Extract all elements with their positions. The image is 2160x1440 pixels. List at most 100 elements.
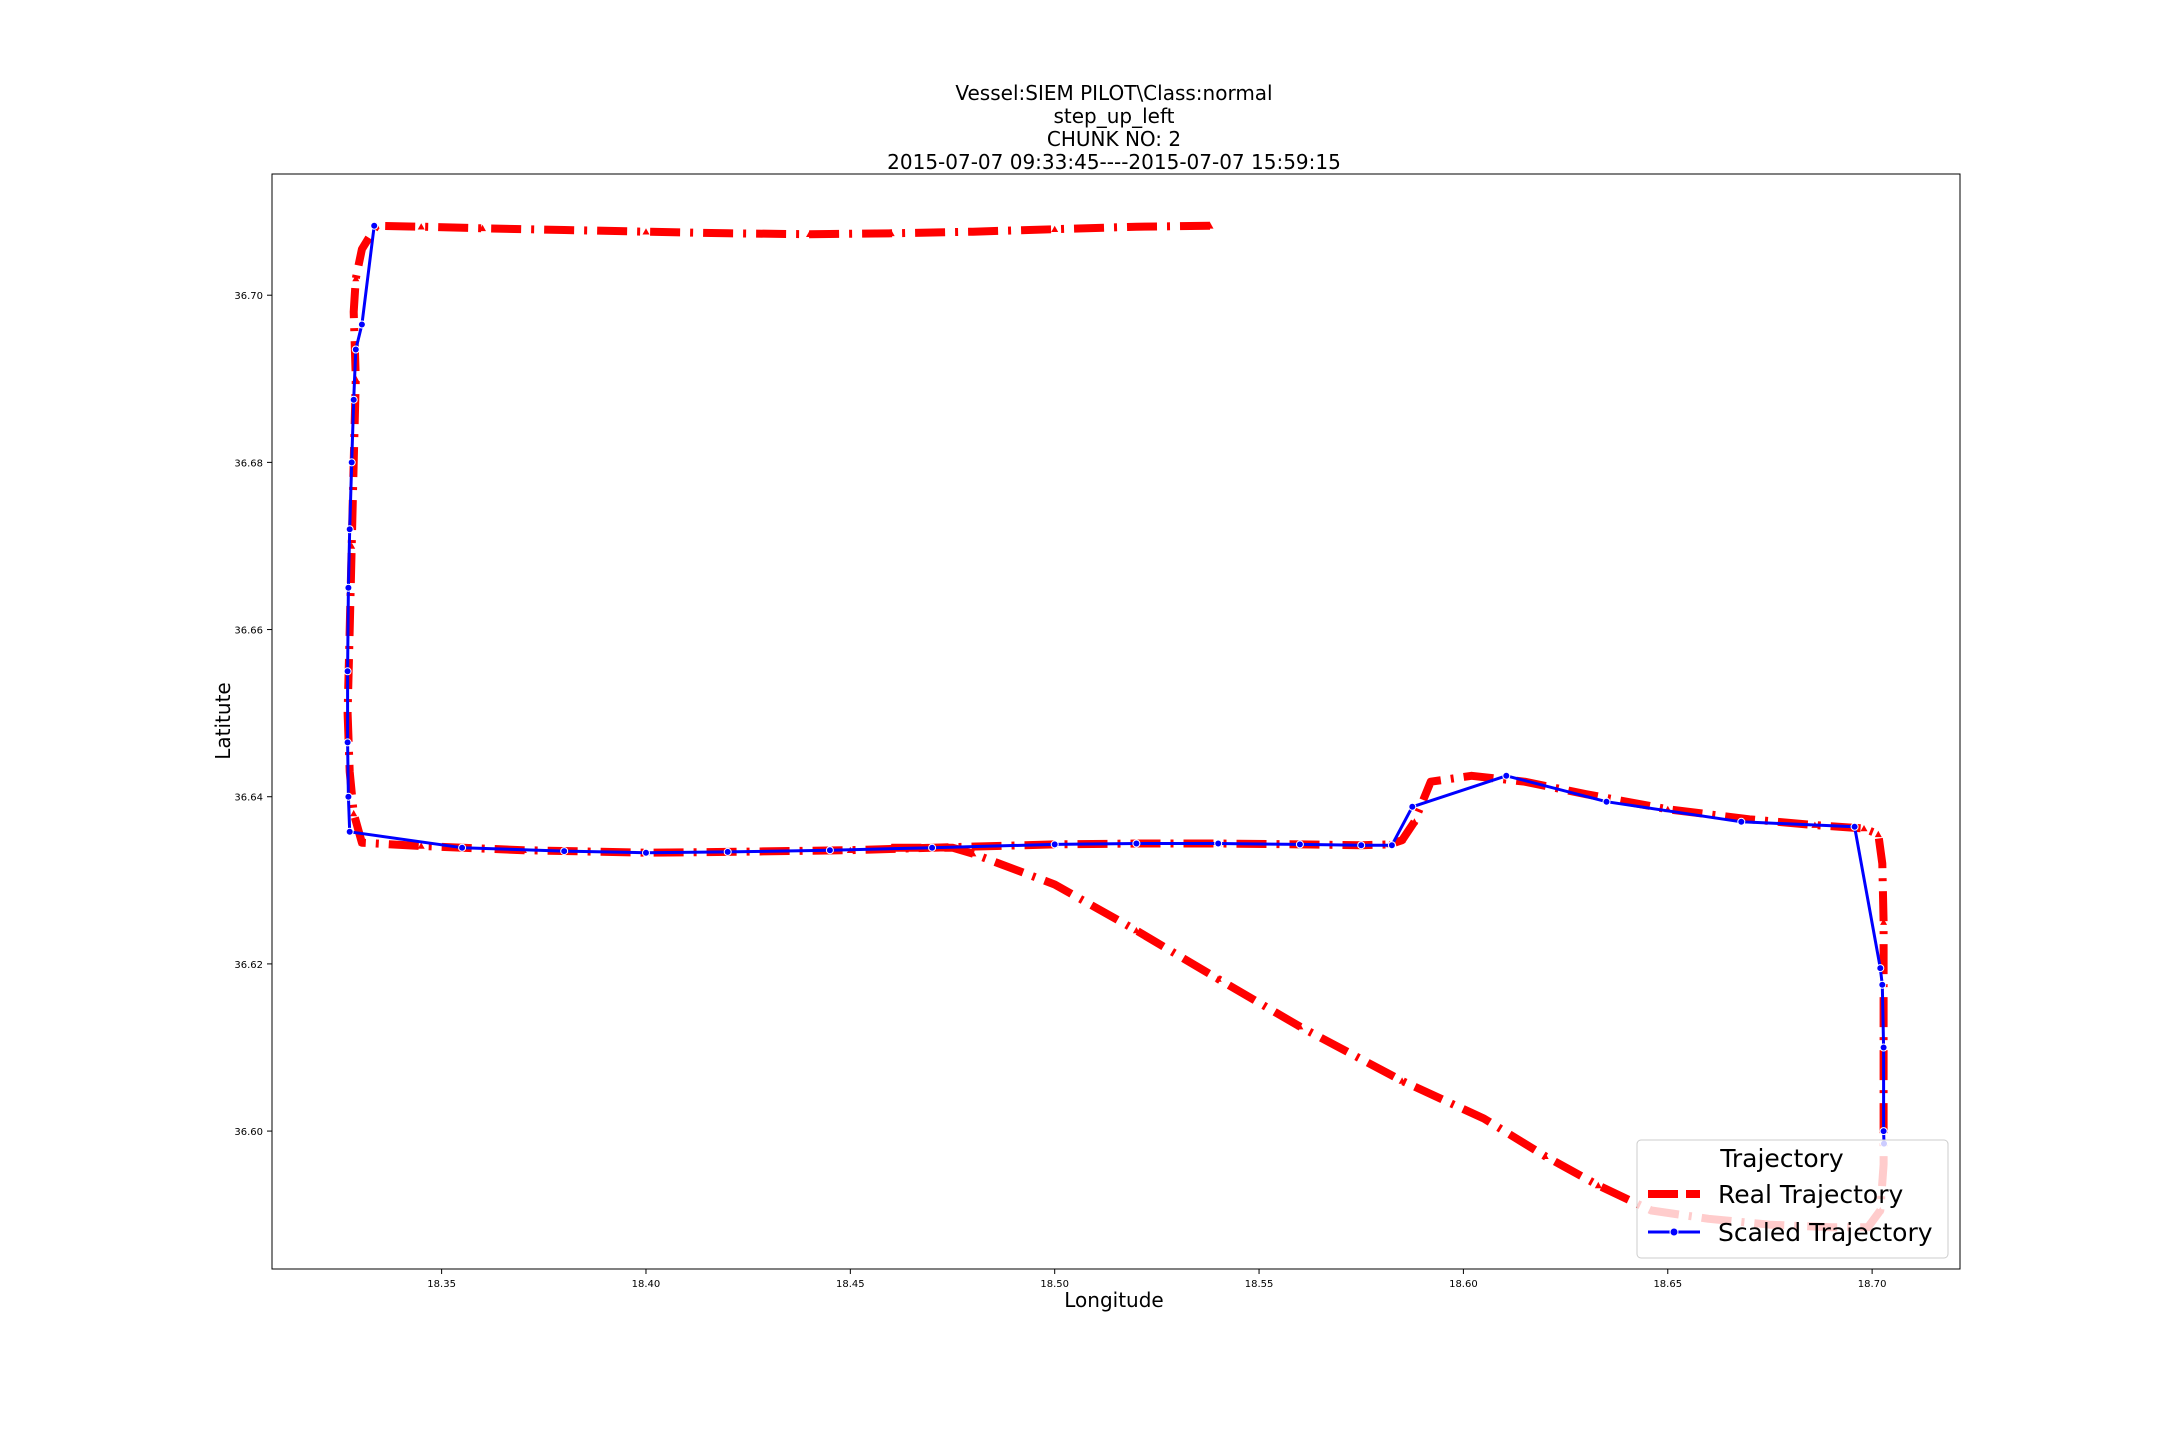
legend-title: Trajectory bbox=[1719, 1144, 1844, 1173]
real-trajectory-point bbox=[352, 275, 360, 282]
y-tick-label: 36.62 bbox=[234, 960, 263, 971]
scaled-trajectory-point bbox=[1408, 802, 1417, 811]
scaled-trajectory-point bbox=[1387, 841, 1396, 850]
scaled-trajectory-point bbox=[1214, 839, 1223, 848]
x-tick-label: 18.45 bbox=[836, 1279, 865, 1290]
x-tick-label: 18.60 bbox=[1449, 1279, 1478, 1290]
real-trajectory-point bbox=[417, 223, 425, 230]
real-trajectory-point bbox=[358, 839, 366, 846]
ticks-layer: 18.35 18.40 18.45 18.50 18.55 18.60 18.65 18.70… bbox=[234, 291, 1886, 1290]
real-trajectory-point bbox=[1214, 975, 1222, 982]
series-layer bbox=[343, 221, 1888, 1232]
real-trajectory-point bbox=[1132, 927, 1140, 934]
x-tick-label: 18.50 bbox=[1040, 1279, 1069, 1290]
title-line-3: CHUNK NO: 2 bbox=[1047, 127, 1181, 151]
real-trajectory-point bbox=[1398, 1077, 1406, 1084]
legend-scaled-label: Scaled Trajectory bbox=[1718, 1218, 1933, 1247]
y-tick-label: 36.70 bbox=[234, 291, 263, 302]
real-trajectory-point bbox=[1746, 815, 1753, 823]
scaled-trajectory-point bbox=[343, 667, 352, 676]
scaled-trajectory-point bbox=[1850, 822, 1859, 831]
scaled-trajectory-point bbox=[1879, 1127, 1888, 1136]
scaled-trajectory-point bbox=[345, 525, 354, 534]
real-trajectory-point bbox=[806, 230, 813, 237]
scaled-trajectory-point bbox=[370, 221, 379, 230]
scaled-trajectory-point bbox=[825, 846, 834, 855]
scaled-trajectory-point bbox=[1878, 980, 1887, 989]
real-trajectory-point bbox=[417, 842, 425, 849]
scaled-trajectory-point bbox=[642, 848, 650, 857]
legend-box bbox=[1636, 1139, 1949, 1259]
real-trajectory-point bbox=[724, 229, 732, 237]
real-trajectory-point bbox=[1398, 836, 1406, 843]
x-tick-label: 18.40 bbox=[632, 1279, 661, 1290]
real-trajectory-point bbox=[479, 224, 486, 232]
real-trajectory-point bbox=[1427, 778, 1435, 785]
real-trajectory-point bbox=[1878, 860, 1886, 867]
scaled-trajectory-point bbox=[723, 847, 732, 856]
real-trajectory-point bbox=[1860, 825, 1868, 832]
title-line-1: Vessel:SIEM PILOT\Class:normal bbox=[955, 81, 1272, 105]
scaled-trajectory-point bbox=[344, 792, 353, 801]
real-trajectory-point bbox=[1051, 225, 1059, 232]
scaled-trajectory-point bbox=[1737, 817, 1746, 826]
scaled-trajectory-line bbox=[346, 225, 1886, 1144]
scaled-trajectory-point bbox=[349, 395, 358, 404]
title-line-4: 2015-07-07 09:33:45----2015-07-07 15:59:… bbox=[887, 150, 1341, 174]
real-trajectory-point bbox=[1874, 830, 1882, 838]
scaled-trajectory-point bbox=[560, 847, 569, 856]
real-trajectory-point bbox=[1594, 1181, 1602, 1189]
real-trajectory-point bbox=[1410, 818, 1418, 825]
scaled-trajectory-point bbox=[345, 827, 354, 836]
scaled-trajectory-point bbox=[344, 583, 353, 592]
legend: Trajectory Real Trajectory Scaled Trajec… bbox=[1636, 1139, 1949, 1259]
scaled-trajectory-point bbox=[357, 320, 366, 329]
y-axis-label: Latitute bbox=[211, 682, 235, 759]
scaled-trajectory-point bbox=[347, 458, 356, 467]
x-tick-label: 18.55 bbox=[1245, 1279, 1274, 1290]
real-trajectory-point bbox=[358, 245, 366, 252]
x-axis-label: Longitude bbox=[1064, 1288, 1163, 1312]
real-trajectory-point bbox=[1480, 1115, 1488, 1122]
plot-frame bbox=[271, 173, 1961, 1270]
real-trajectory-point bbox=[887, 229, 895, 237]
legend-scaled-marker bbox=[1669, 1227, 1679, 1237]
real-trajectory-point bbox=[1132, 223, 1140, 230]
y-tick-label: 36.60 bbox=[234, 1127, 263, 1138]
scaled-trajectory-point bbox=[1502, 771, 1511, 780]
real-trajectory-point bbox=[1051, 881, 1059, 888]
real-trajectory-point bbox=[969, 850, 977, 857]
y-tick-label: 36.68 bbox=[234, 458, 263, 469]
scaled-trajectory-point bbox=[351, 345, 360, 354]
y-tick-label: 36.64 bbox=[234, 793, 263, 804]
real-trajectory-line bbox=[343, 221, 1888, 1232]
scaled-trajectory-point bbox=[1132, 839, 1141, 848]
title-line-2: step_up_left bbox=[1053, 104, 1174, 128]
real-trajectory-point bbox=[1468, 772, 1476, 779]
scaled-trajectory-point bbox=[1876, 964, 1885, 973]
real-trajectory-point bbox=[1541, 1152, 1549, 1159]
scaled-trajectory-point bbox=[1879, 1043, 1888, 1052]
real-trajectory-point bbox=[642, 228, 650, 235]
y-tick-label: 36.66 bbox=[234, 626, 263, 637]
real-trajectory-point bbox=[1880, 918, 1888, 925]
chart-title: Vessel:SIEM PILOT\Class:normal step_up_l… bbox=[887, 81, 1341, 174]
real-trajectory-point bbox=[560, 226, 568, 233]
real-trajectory-point bbox=[350, 809, 358, 817]
scaled-trajectory-point bbox=[343, 738, 352, 747]
real-trajectory-point bbox=[1296, 1023, 1304, 1030]
x-tick-label: 18.65 bbox=[1653, 1279, 1682, 1290]
scaled-trajectory-point bbox=[1602, 797, 1611, 806]
real-trajectory-point bbox=[969, 228, 977, 235]
scaled-trajectory-point bbox=[928, 843, 937, 852]
x-tick-label: 18.70 bbox=[1858, 1279, 1887, 1290]
scaled-trajectory-point bbox=[1050, 840, 1059, 849]
scaled-trajectory-point bbox=[1295, 840, 1304, 849]
real-trajectory-point bbox=[1206, 222, 1214, 229]
legend-real-label: Real Trajectory bbox=[1718, 1180, 1903, 1209]
real-trajectory-point bbox=[350, 308, 358, 315]
x-tick-label: 18.35 bbox=[427, 1279, 456, 1290]
scaled-trajectory-point bbox=[458, 843, 467, 852]
scaled-trajectory-point bbox=[1357, 841, 1366, 850]
